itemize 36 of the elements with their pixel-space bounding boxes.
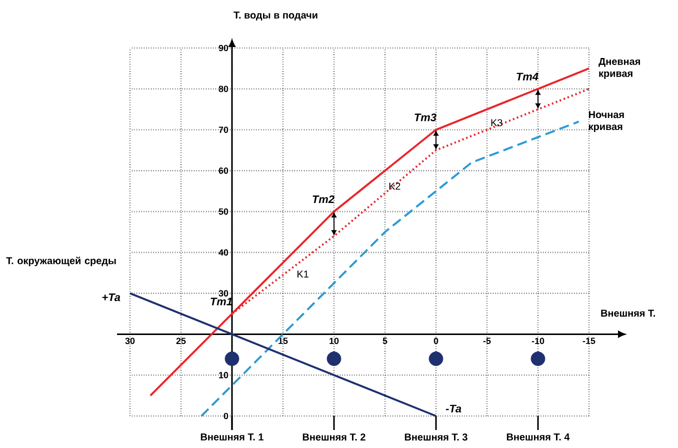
y-tick-label: 70 — [218, 126, 228, 133]
annotation: Tm3 — [414, 114, 436, 122]
y-tick-label: 60 — [218, 167, 228, 174]
x-tick-label: 0 — [434, 338, 438, 344]
y-tick-label: 30 — [218, 290, 228, 297]
x-tick-label: -5 — [483, 338, 491, 344]
x-tick-label: -15 — [582, 338, 596, 344]
y-tick-label: 40 — [218, 249, 228, 256]
text: Внешняя Т. 2 — [302, 434, 366, 441]
x-tick-label: 25 — [176, 338, 186, 344]
y-tick-label: 10 — [219, 372, 228, 378]
y-tick-label: 90 — [218, 44, 228, 52]
y-tick-label: 0 — [224, 412, 228, 420]
x-axis-title: Внешняя Т. — [601, 310, 656, 317]
y-tick-label: 80 — [218, 86, 228, 92]
annotation: +Ta — [102, 294, 120, 302]
annotation: K2 — [389, 182, 400, 190]
annotation: Tm4 — [516, 72, 538, 80]
series-label: Ночная кривая — [588, 111, 624, 132]
text: Т. окружающей среды — [6, 256, 116, 266]
x-tick-label: -10 — [532, 338, 544, 344]
annotation: K3 — [491, 119, 502, 126]
x-tick-label: 15 — [278, 338, 288, 344]
y-tick-label: 50 — [218, 208, 228, 215]
x-tick-label: 10 — [330, 338, 339, 344]
text: Внешняя Т. 3 — [404, 434, 468, 441]
text: Внешняя Т. 4 — [506, 434, 570, 440]
annotation: Tm2 — [312, 195, 334, 204]
x-tick-label: 30 — [125, 338, 135, 344]
series-label: Дневная кривая — [598, 58, 640, 79]
annotation: K1 — [298, 270, 308, 278]
annotation: Tm1 — [210, 298, 232, 306]
annotation: -Ta — [446, 404, 462, 412]
text: Внешняя Т. 1 — [200, 434, 264, 440]
x-tick-label: 5 — [382, 338, 388, 344]
y-axis-title: Т. воды в подачи — [234, 12, 318, 20]
